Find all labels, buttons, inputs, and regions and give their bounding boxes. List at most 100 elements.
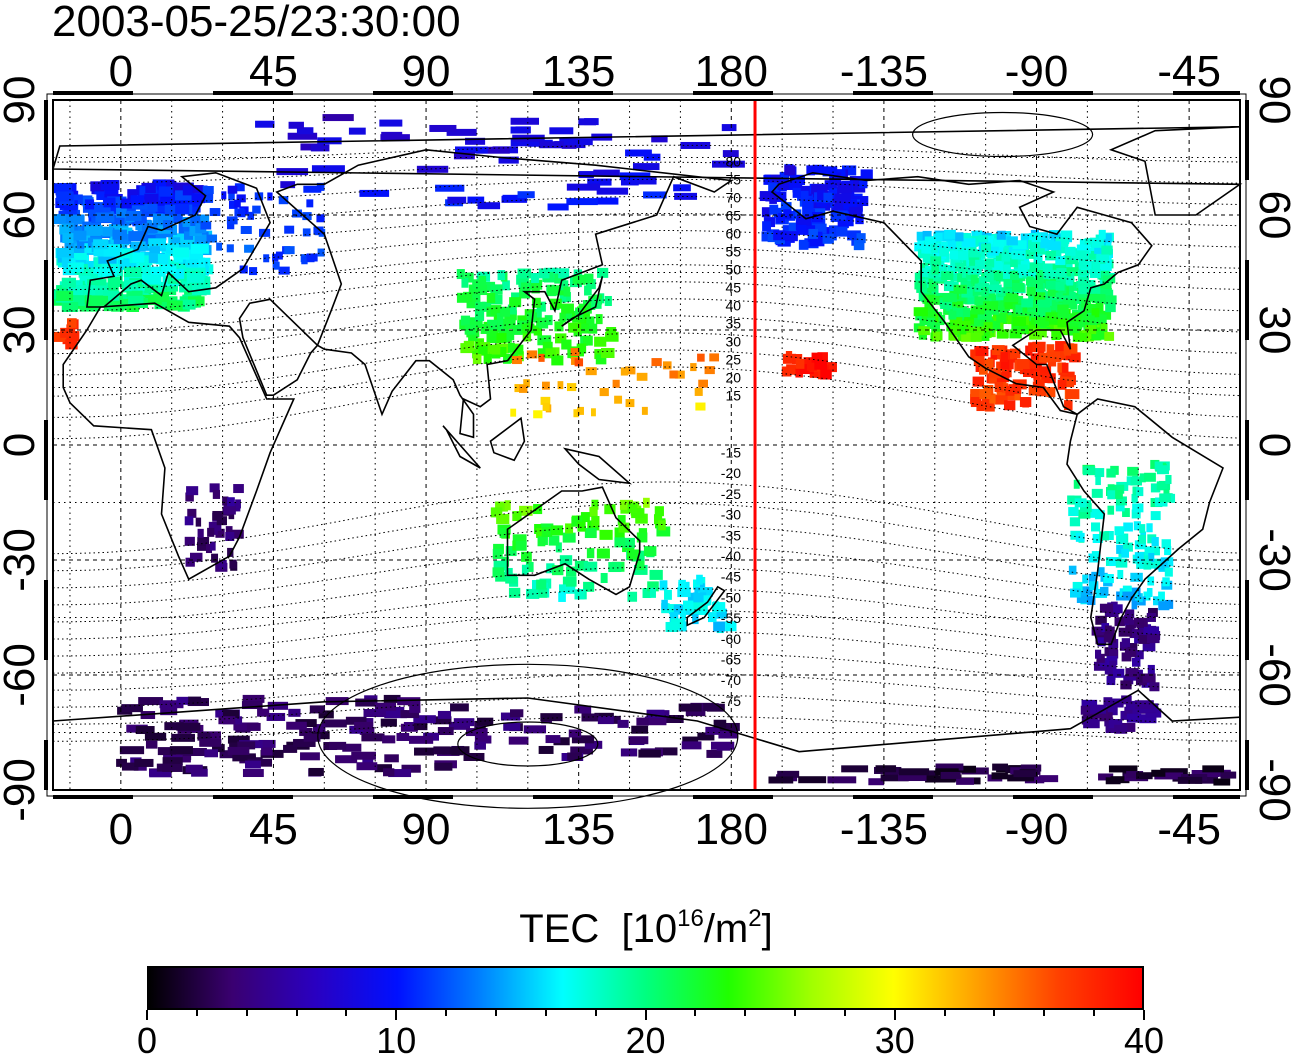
tec-patch <box>1095 615 1107 625</box>
tec-patch <box>1131 493 1138 503</box>
tec-patch <box>841 765 869 773</box>
colorbar-tick <box>843 1010 846 1016</box>
tec-patch <box>551 565 564 576</box>
tec-patch <box>1026 286 1036 296</box>
tec-patch <box>1133 521 1141 531</box>
tec-patch <box>321 719 347 728</box>
tec-patch <box>363 709 386 718</box>
contour-line <box>53 651 1241 691</box>
contour-label: -75 <box>721 693 741 709</box>
tec-patch <box>138 263 151 274</box>
tec-patch <box>793 209 802 220</box>
tec-patch <box>287 132 318 140</box>
tec-patch <box>930 243 938 253</box>
lon-tick-label-bottom: 180 <box>695 805 768 854</box>
tec-patch <box>87 202 104 213</box>
tec-patch <box>548 535 560 546</box>
tec-patch <box>856 196 869 207</box>
tec-patch <box>1046 250 1056 260</box>
tec-patch <box>233 722 259 731</box>
contour-label: -35 <box>721 527 741 543</box>
contour-line <box>52 673 1241 708</box>
tec-patch <box>52 214 69 225</box>
tec-patch <box>722 150 739 158</box>
tec-patch <box>1123 542 1133 552</box>
tec-patch <box>447 196 467 204</box>
tec-patch <box>967 295 979 305</box>
tec-patch <box>649 587 656 598</box>
tec-patch <box>476 345 488 356</box>
tec-patch <box>1015 304 1023 314</box>
tec-patch <box>843 199 857 210</box>
tec-patch <box>493 543 504 554</box>
tec-patch <box>547 203 569 211</box>
tec-patch <box>712 601 720 612</box>
tec-patch <box>1011 312 1021 322</box>
tec-patch <box>1035 269 1044 279</box>
tec-patch <box>591 499 599 510</box>
tec-patch <box>1037 307 1052 317</box>
tec-patch <box>1070 251 1086 261</box>
tec-patch <box>797 215 811 226</box>
tec-patch <box>490 305 502 316</box>
tec-patch <box>547 285 559 296</box>
tec-patch <box>183 748 207 757</box>
tec-patch <box>541 527 553 538</box>
tec-patch <box>229 559 237 569</box>
tec-patch <box>814 359 828 370</box>
colorbar-label: 10 <box>376 1020 417 1061</box>
tec-patch <box>811 223 827 234</box>
tec-patch <box>651 358 662 367</box>
tec-patch <box>1051 330 1062 340</box>
tec-patch <box>1130 476 1142 486</box>
contour-line <box>53 195 1241 227</box>
tec-patch <box>533 504 543 515</box>
tec-patch <box>263 254 270 263</box>
tec-patch <box>380 718 397 727</box>
tec-patch <box>1104 665 1117 675</box>
lon-tick-label-top: 90 <box>402 47 451 96</box>
tec-patch <box>135 726 155 735</box>
colorbar-tick <box>993 1010 996 1016</box>
tec-patch <box>971 230 979 240</box>
tec-patch <box>111 214 125 225</box>
tec-patch <box>173 252 183 263</box>
tec-patch <box>60 327 72 338</box>
contour-label: -50 <box>721 589 741 605</box>
tec-patch <box>551 355 564 366</box>
tec-patch <box>587 178 612 186</box>
tec-patch <box>382 735 396 744</box>
tec-patch <box>292 209 303 218</box>
tec-patch <box>540 713 563 722</box>
tec-patch <box>234 199 241 208</box>
tec-patch <box>476 146 510 154</box>
tec-patch <box>859 178 868 189</box>
tec-patch <box>1091 571 1097 581</box>
tec-patch <box>403 721 420 730</box>
tec-patch <box>518 277 529 288</box>
lon-tick-label-top: 45 <box>249 47 298 96</box>
tec-patch <box>119 746 145 755</box>
tec-patch <box>288 708 301 717</box>
contour-label: -55 <box>721 610 741 626</box>
tec-patch <box>953 284 967 294</box>
tec-patch <box>1153 596 1165 606</box>
tec-patch <box>538 587 548 598</box>
tec-patch <box>1069 517 1081 527</box>
tec-patch <box>245 760 261 769</box>
tec-patch <box>521 564 529 575</box>
tec-patch <box>1105 303 1116 313</box>
tec-patch <box>577 406 584 415</box>
tec-patch <box>1088 249 1099 259</box>
tec-patch <box>1107 505 1115 515</box>
tec-patch <box>922 230 932 240</box>
tec-patch <box>87 207 101 218</box>
tec-patch <box>586 548 595 559</box>
colorbar <box>147 966 1144 1010</box>
tec-patch <box>1114 724 1128 734</box>
tec-patch <box>584 273 594 284</box>
contour-line <box>52 264 1241 312</box>
tec-patch <box>461 277 469 288</box>
tec-patch <box>955 293 966 303</box>
tec-patch <box>280 181 296 189</box>
